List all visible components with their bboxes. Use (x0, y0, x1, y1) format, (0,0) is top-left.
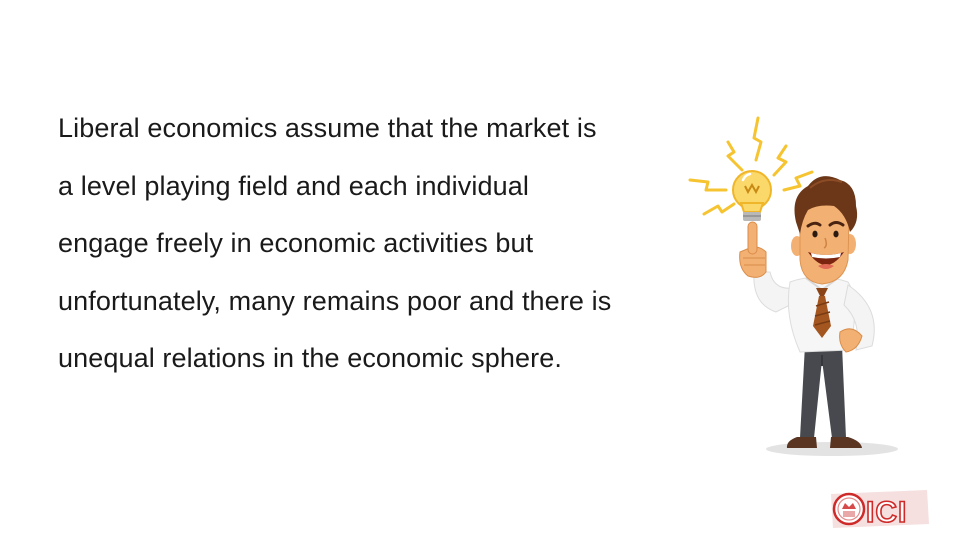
body-line-5: unequal relations in the economic sphere… (58, 343, 562, 373)
arm-on-hip (839, 284, 875, 353)
body-line-1: Liberal economics assume that the market… (58, 113, 597, 143)
body-line-2: a level playing field and each individua… (58, 170, 529, 201)
light-rays-icon (688, 116, 814, 216)
head (791, 176, 858, 285)
body-line-3: engage freely in economic activities but (58, 228, 534, 258)
ici-logo-icon: ICI (831, 490, 929, 530)
legs (800, 345, 846, 438)
logo-text: ICI (866, 496, 907, 529)
ici-logo: ICI (827, 488, 933, 535)
businessman-idea-illustration (688, 116, 898, 456)
lightbulb-icon (732, 170, 772, 221)
body-line-4: unfortunately, many remains poor and the… (58, 285, 612, 316)
torso (787, 276, 856, 353)
shoes (786, 437, 862, 448)
body-text: Liberal economics assume that the market… (58, 100, 738, 388)
raised-arm (739, 221, 797, 313)
